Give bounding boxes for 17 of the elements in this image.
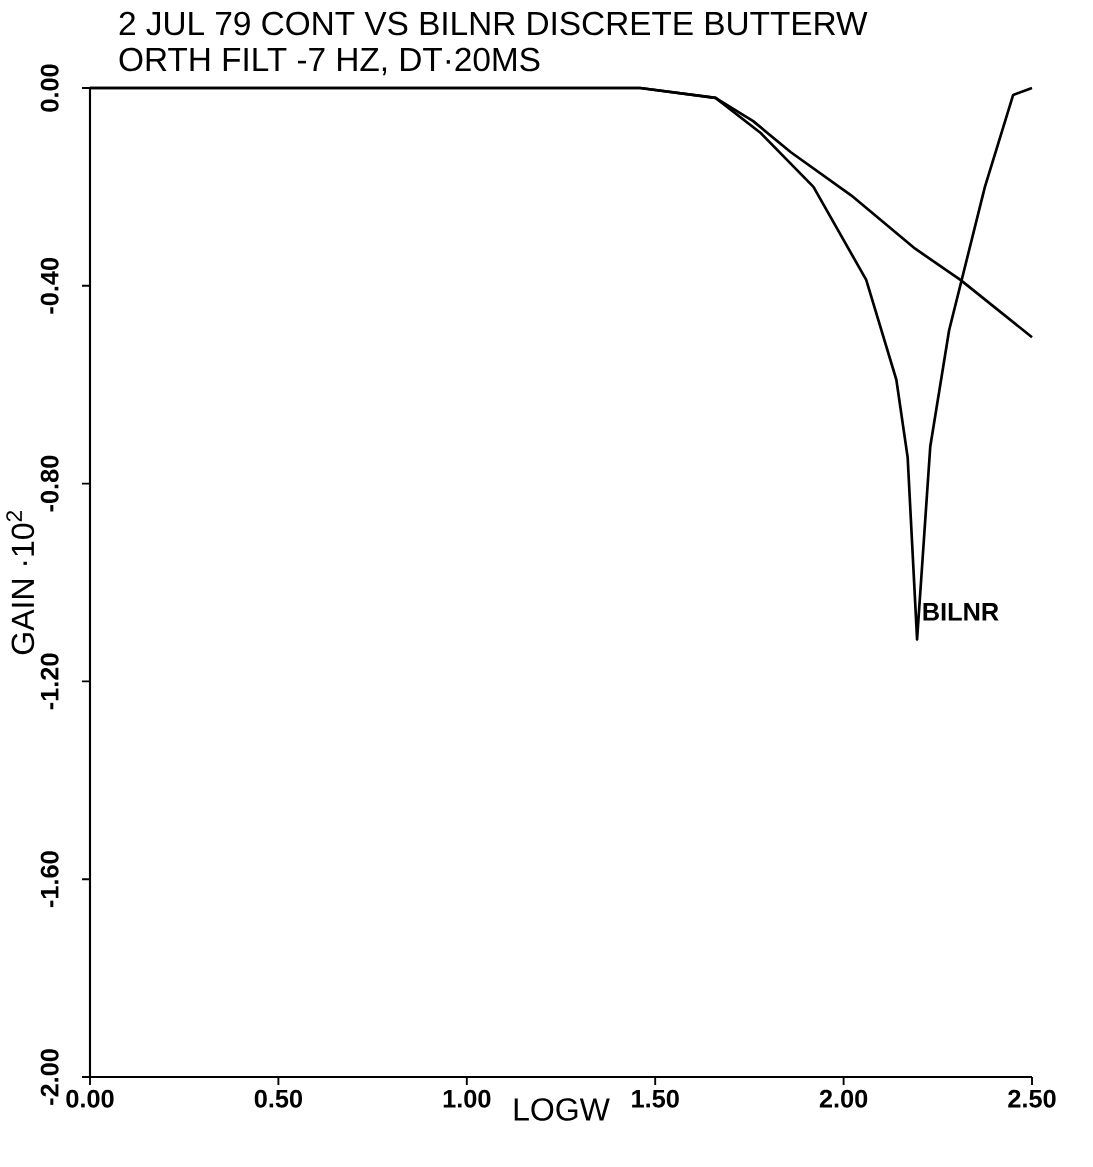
- chart-subtitle: ORTH FILT -7 HZ, DT·20MS: [119, 47, 540, 76]
- y-tick-label: -2.00: [40, 1049, 59, 1105]
- x-tick-label: 1.50: [632, 1089, 679, 1108]
- x-axis-title: LOGW: [514, 1098, 610, 1121]
- y-tick-label: -1.20: [40, 653, 59, 710]
- y-tick-label: -0.80: [40, 455, 59, 512]
- x-tick-label: 1.00: [443, 1089, 491, 1108]
- x-tick-label: 2.50: [1008, 1089, 1056, 1108]
- x-tick-label: 0.00: [66, 1089, 114, 1108]
- y-tick-label: 0.00: [40, 64, 59, 112]
- x-tick-label: 0.50: [254, 1089, 303, 1108]
- x-tick-label: 2.00: [819, 1089, 868, 1108]
- series-label: BILNR: [923, 603, 999, 621]
- y-tick-label: -1.60: [40, 851, 59, 908]
- y-tick-label: -0.40: [40, 257, 59, 314]
- chart-title: 2 JUL 79 CONT VS BILNR DISCRETE BUTTERW: [119, 11, 868, 36]
- y-axis-title: GAIN ·10$^{2}$: [6, 511, 35, 655]
